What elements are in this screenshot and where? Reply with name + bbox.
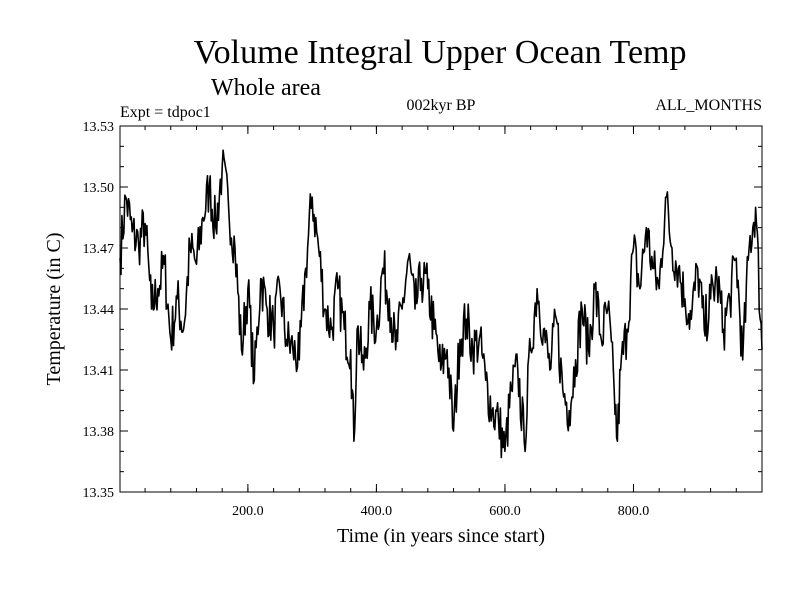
y-tick-label: 13.53 <box>83 120 115 135</box>
x-tick-label: 400.0 <box>361 504 393 519</box>
chart-title: Volume Integral Upper Ocean Temp <box>194 34 687 71</box>
axis-ticks <box>120 125 762 493</box>
y-tick-label: 13.41 <box>83 364 115 379</box>
x-tick-label: 200.0 <box>232 504 264 519</box>
x-axis-label: Time (in years since start) <box>337 525 545 547</box>
y-tick-labels: 13.35 13.38 13.41 13.44 13.47 13.50 13.53 <box>83 120 115 501</box>
x-tick-labels: 200.0 400.0 600.0 800.0 <box>232 504 649 519</box>
y-tick-label: 13.50 <box>83 181 115 196</box>
annotation-experiment: Expt = tdpoc1 <box>120 104 211 121</box>
annotation-months: ALL_MONTHS <box>655 97 762 114</box>
x-tick-label: 800.0 <box>618 504 650 519</box>
y-tick-label: 13.38 <box>83 425 115 440</box>
y-tick-label: 13.44 <box>83 303 115 318</box>
y-tick-label: 13.47 <box>83 242 115 257</box>
plot-area-frame <box>119 125 763 493</box>
y-axis-label: Temperature (in C) <box>43 233 65 386</box>
chart-subtitle: Whole area <box>211 75 321 101</box>
x-tick-label: 600.0 <box>489 504 521 519</box>
series-line <box>119 149 763 459</box>
annotation-period: 002kyr BP <box>407 97 476 114</box>
y-tick-label: 13.35 <box>83 486 115 501</box>
